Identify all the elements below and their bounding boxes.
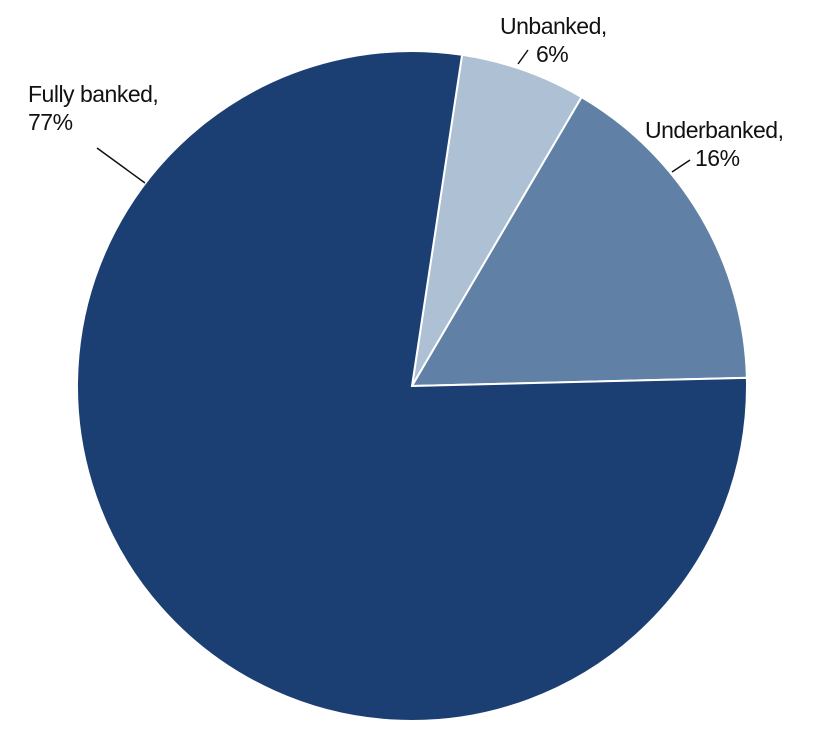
value-label: 16% <box>695 145 740 171</box>
category-label: Underbanked, <box>645 117 784 143</box>
slice-label: Unbanked, 6% <box>500 12 630 68</box>
category-label: Fully banked, <box>28 81 159 107</box>
category-label: Unbanked, <box>500 13 607 39</box>
leader-line <box>517 49 529 65</box>
leader-line <box>671 159 691 173</box>
leader-line <box>96 147 146 184</box>
pie-slice <box>410 95 748 388</box>
slice-label: Fully banked, 77% <box>28 80 168 136</box>
pie-slice <box>76 50 748 722</box>
value-label: 77% <box>28 109 73 135</box>
pie-slice <box>411 53 583 387</box>
value-label: 6% <box>536 41 569 67</box>
slice-label: Underbanked, 16% <box>645 116 815 172</box>
